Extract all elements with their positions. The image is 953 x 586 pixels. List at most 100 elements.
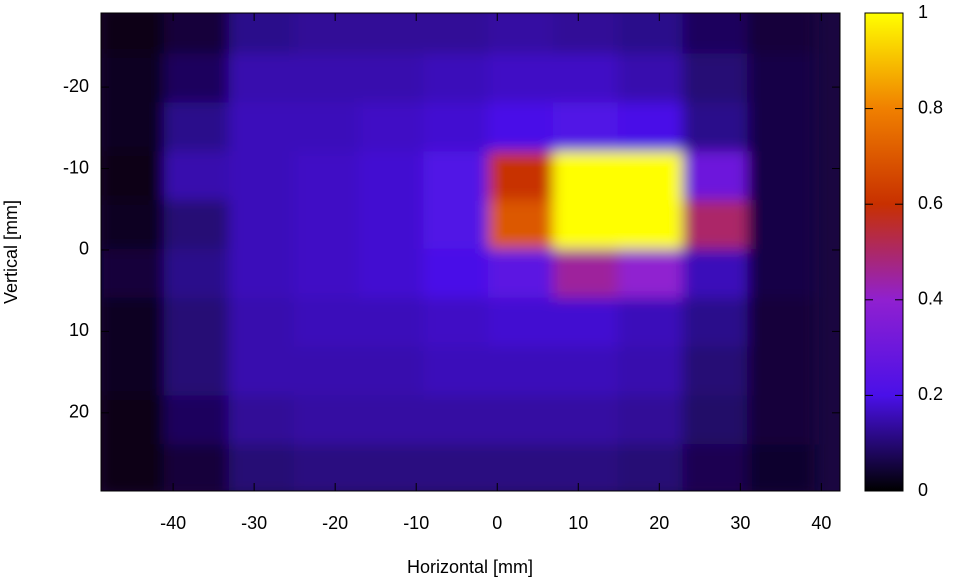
heat-cell [293,395,361,447]
heat-cell [293,346,361,398]
heat-cell [747,444,815,491]
heat-cell [488,346,555,398]
x-tick-label: 10 [568,513,588,533]
heat-cell [488,53,555,105]
heat-cell [101,102,167,154]
heat-cell [228,297,296,349]
heat-cell [358,248,426,300]
heat-cell [423,395,491,447]
heat-cell [423,248,491,300]
y-tick-label: 0 [79,239,89,259]
y-tick-label: 10 [69,320,89,340]
heat-cell [682,53,750,105]
heat-cell [423,13,491,56]
heat-cell [747,346,815,398]
heat-cell [358,151,426,203]
x-tick-label: 40 [811,513,831,533]
heat-cell [293,13,361,56]
heat-cell [423,151,491,203]
heat-cell [293,151,361,203]
heat-cell [552,151,620,203]
heat-cell [101,395,167,447]
colorbar-tick-label: 0.4 [918,289,943,309]
heat-cell [358,102,426,154]
heat-cell [164,200,231,251]
heat-cell [228,346,296,398]
heat-cell [164,395,231,447]
heat-cell [682,151,750,203]
heat-cell [164,297,231,349]
heat-cell [228,248,296,300]
heat-cell [552,297,620,349]
heat-cell [747,395,815,447]
colorbar-tick-label: 1 [918,2,928,22]
heat-cell [101,248,167,300]
heat-cell [164,248,231,300]
heat-cell [682,248,750,300]
heat-cell [164,102,231,154]
heat-cell [358,395,426,447]
x-tick-label: -40 [160,513,186,533]
heat-cell [228,151,296,203]
x-tick-label: -30 [241,513,267,533]
heat-cell [488,13,555,56]
colorbar-tick-label: 0 [918,480,928,500]
heat-cell [488,444,555,491]
colorbar-tick-label: 0.8 [918,97,943,117]
heat-cell [358,200,426,251]
heat-cell [682,200,750,251]
heat-cell [164,53,231,105]
heat-cell [682,297,750,349]
heat-cell [682,102,750,154]
heat-cell [101,297,167,349]
heat-cell [747,297,815,349]
heat-cell [747,200,815,251]
heat-cell [423,53,491,105]
heat-cell [552,248,620,300]
heatmap-cells [101,13,815,491]
heat-cell [423,102,491,154]
heat-cell [423,346,491,398]
heat-cell [488,395,555,447]
heat-cell [617,346,685,398]
heat-cell [488,200,555,251]
y-axis-label: Vertical [mm] [1,200,21,304]
heat-cell [164,346,231,398]
heat-cell [101,346,167,398]
heat-cell [488,151,555,203]
heat-cell [682,395,750,447]
heat-cell [423,297,491,349]
heat-cell [747,151,815,203]
heat-cell [552,395,620,447]
heat-cell [293,200,361,251]
heat-cell [293,444,361,491]
heat-cell [358,13,426,56]
heat-cell [747,13,815,56]
heat-cell [101,13,167,56]
heat-cell [101,151,167,203]
heat-cell [293,102,361,154]
heat-cell [552,200,620,251]
heat-cell [358,444,426,491]
heat-cell [488,297,555,349]
heat-cell [228,444,296,491]
heat-cell [617,444,685,491]
heat-cell [488,102,555,154]
heat-cell [617,151,685,203]
x-tick-label: -10 [403,513,429,533]
heat-cell [488,248,555,300]
heat-cell [164,444,231,491]
heatmap [101,13,815,491]
heat-cell [101,444,167,491]
heat-cell [228,395,296,447]
plot-frame [100,12,841,492]
heat-cell [228,102,296,154]
heat-cell [552,102,620,154]
heat-cell [101,200,167,251]
heat-cell [552,53,620,105]
heat-cell [228,200,296,251]
heat-cell [423,444,491,491]
y-tick-label: -10 [63,157,89,177]
heat-cell [682,346,750,398]
